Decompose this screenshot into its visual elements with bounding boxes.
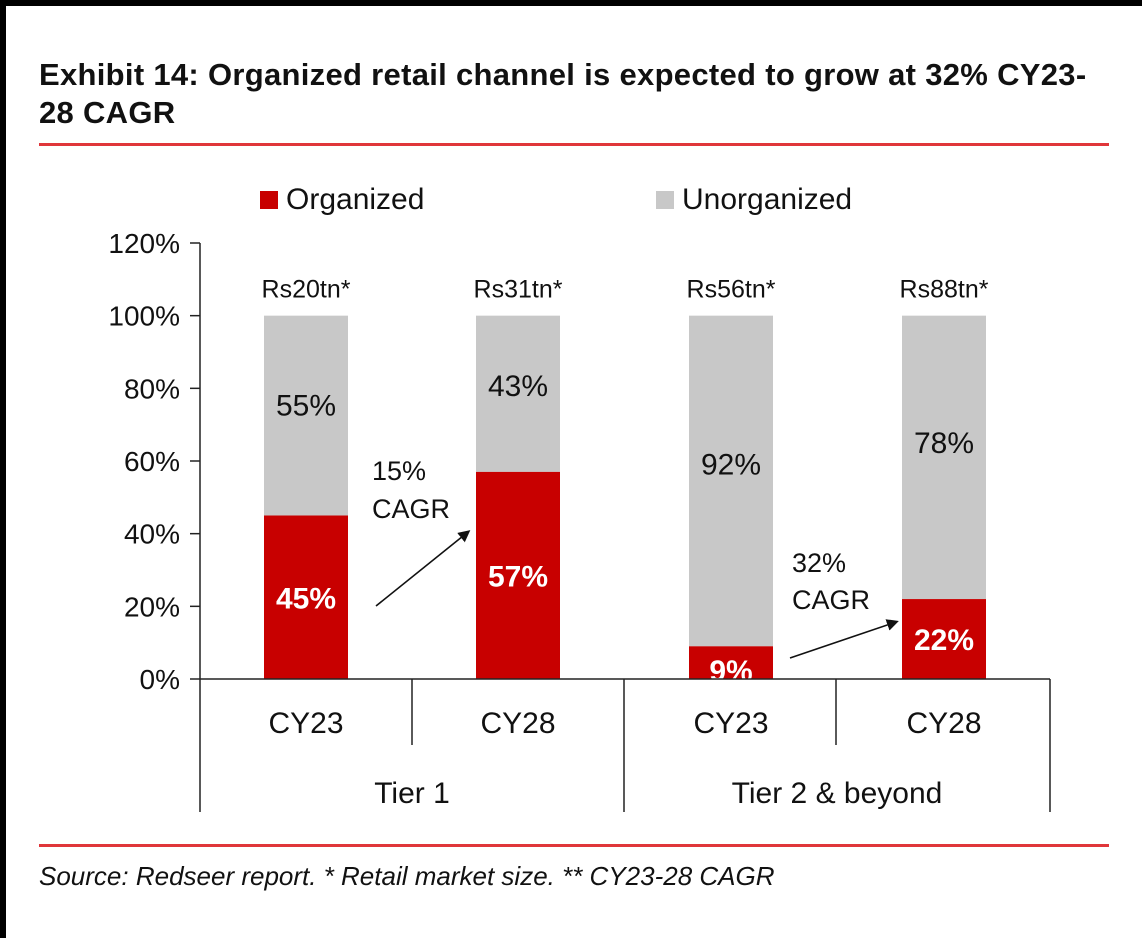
source-rule: [39, 844, 1109, 847]
x-tick-label: CY23: [693, 707, 768, 740]
bar-unorganized-2: [689, 315, 773, 647]
organized-value-label: 45%: [276, 582, 336, 615]
y-tick-label: 100%: [108, 301, 180, 332]
y-tick-label: 40%: [124, 519, 180, 550]
unorganized-value-label: 78%: [914, 427, 974, 460]
legend-swatch-organized: [260, 191, 278, 209]
x-tick-label: CY23: [268, 707, 343, 740]
x-tick-label: CY28: [906, 707, 981, 740]
y-tick-label: 80%: [124, 373, 180, 404]
y-tick-label: 0%: [140, 664, 180, 695]
y-axis: 0% 20% 40% 60% 80% 100% 120%: [108, 228, 201, 695]
bar-total-label: Rs20tn*: [262, 276, 351, 304]
unorganized-value-label: 43%: [488, 370, 548, 403]
bar-organized-1: [476, 471, 560, 679]
bar-total-label: Rs56tn*: [687, 276, 776, 304]
chart-area: Organized Unorganized 0% 20% 40% 60% 80% 100% 1…: [108, 183, 1051, 812]
cagr-arrow: [375, 530, 471, 607]
x-tick-label: CY28: [480, 707, 555, 740]
cagr-annotations: 15% CAGR 32% CAGR: [372, 456, 899, 659]
legend-swatch-unorganized: [656, 191, 674, 209]
x-group-label: Tier 1: [374, 777, 450, 810]
y-tick-label: 20%: [124, 591, 180, 622]
organized-value-label: 22%: [914, 624, 974, 657]
x-axis: CY23 CY28 CY23 CY28 Tier 1 Tier 2 & beyond: [199, 678, 1051, 812]
title-rule: [39, 143, 1109, 146]
chart-title: Exhibit 14: Organized retail channel is …: [39, 57, 1087, 130]
organized-value-label: 57%: [488, 560, 548, 593]
bars: [264, 315, 986, 679]
source-note: Source: Redseer report. * Retail market …: [39, 861, 775, 891]
bar-organized-0: [264, 515, 348, 679]
y-tick-label: 120%: [108, 228, 180, 259]
unorganized-value-label: 55%: [276, 390, 336, 423]
cagr-arrow: [789, 619, 899, 659]
bar-unorganized-1: [476, 315, 560, 472]
bar-organized-2: [689, 646, 773, 679]
y-tick-label: 60%: [124, 446, 180, 477]
bar-unorganized-3: [902, 315, 986, 600]
x-group-label: Tier 2 & beyond: [732, 777, 943, 810]
legend-label-unorganized: Unorganized: [682, 183, 852, 216]
bar-organized-3: [902, 599, 986, 679]
cagr-annotation-label: CAGR: [792, 585, 870, 615]
cagr-annotation-rate: 15%: [372, 456, 426, 486]
bar-unorganized-0: [264, 315, 348, 516]
organized-value-label: 9%: [709, 655, 752, 688]
unorganized-value-label: 92%: [701, 448, 761, 481]
exhibit-frame: Exhibit 14: Organized retail channel is …: [6, 6, 1142, 938]
legend: Organized Unorganized: [260, 183, 852, 216]
legend-label-organized: Organized: [286, 183, 424, 216]
cagr-annotation-label: CAGR: [372, 494, 450, 524]
bar-total-label: Rs88tn*: [900, 276, 989, 304]
bar-total-label: Rs31tn*: [474, 276, 563, 304]
cagr-annotation-rate: 32%: [792, 548, 846, 578]
data-labels: Rs20tn* 45% 55% Rs31tn* 57% 43% Rs56tn* 9% 92% Rs…: [262, 276, 989, 688]
